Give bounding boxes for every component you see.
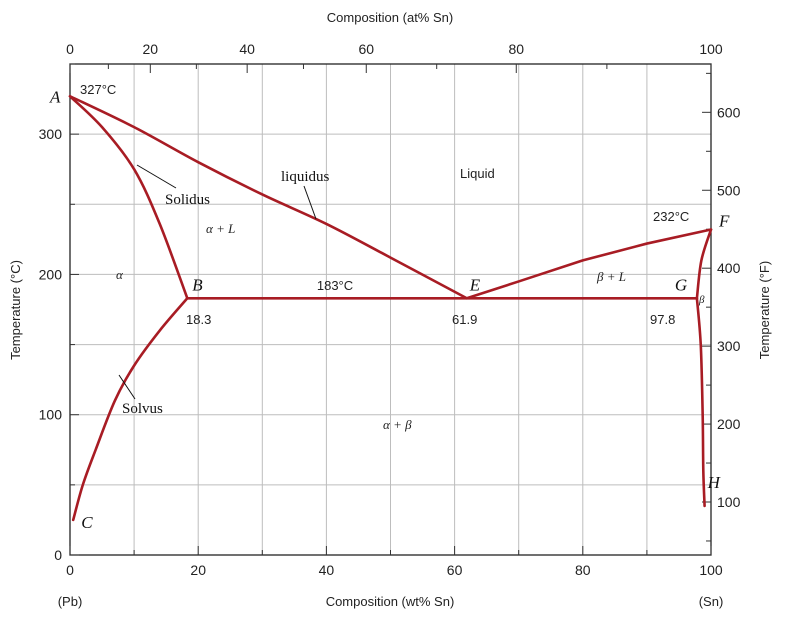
phase-beta: β: [698, 294, 705, 306]
top-axis-title: Composition (at% Sn): [327, 10, 453, 25]
point-label-h: H: [707, 473, 722, 492]
solidus-label: Solidus: [165, 192, 210, 208]
right-tick-label-600: 600: [717, 104, 741, 120]
top-tick-label-0: 0: [66, 41, 74, 57]
point-label-b: B: [192, 275, 203, 294]
point-label-e: E: [469, 275, 481, 294]
left-axis-title: Temperature (°C): [8, 260, 23, 360]
annotation-composition-g: 97.8: [650, 312, 675, 327]
top-tick-label-100: 100: [699, 41, 723, 57]
point-label-a: A: [49, 87, 61, 106]
bottom-axis-title: Composition (wt% Sn): [326, 594, 455, 609]
top-tick-label-40: 40: [239, 41, 255, 57]
phase-alpha: α: [116, 267, 124, 282]
right-axis-title: Temperature (°F): [757, 261, 772, 359]
left-tick-label-200: 200: [39, 266, 63, 282]
bottom-tick-label-60: 60: [447, 562, 463, 578]
top-tick-label-60: 60: [358, 41, 374, 57]
annotation-sn-melting: 232°C: [653, 209, 689, 224]
axis-ticks: [69, 63, 712, 556]
endpoint-label-pb: (Pb): [58, 594, 83, 609]
phase-alpha-liquid: α + L: [206, 221, 235, 236]
grid-lines: [70, 64, 711, 555]
curve-beta-solvus: [695, 296, 706, 508]
annotation-pb-melting: 327°C: [80, 82, 116, 97]
left-tick-label-0: 0: [54, 547, 62, 563]
point-label-f: F: [718, 212, 730, 231]
annotation-composition-b: 18.3: [186, 312, 211, 327]
liquidus-leader-line: [303, 185, 317, 220]
liquidus-label: liquidus: [281, 169, 330, 185]
solidus-leader-line: [136, 164, 177, 189]
solvus-leader-line: [118, 374, 136, 400]
phase-alpha-beta: α + β: [383, 417, 412, 432]
phase-liquid: Liquid: [460, 166, 495, 181]
annotation-composition-e: 61.9: [452, 312, 477, 327]
point-label-c: C: [81, 513, 93, 532]
curve-Solidus: [68, 94, 189, 300]
right-tick-label-200: 200: [717, 416, 741, 432]
bottom-tick-label-0: 0: [66, 562, 74, 578]
bottom-tick-label-40: 40: [319, 562, 335, 578]
bottom-tick-label-80: 80: [575, 562, 591, 578]
point-label-g: G: [675, 275, 687, 294]
phase-boundaries: [68, 94, 713, 522]
annotation-eutectic-temp: 183°C: [317, 278, 353, 293]
top-tick-label-80: 80: [508, 41, 524, 57]
bottom-tick-label-100: 100: [699, 562, 723, 578]
left-tick-label-100: 100: [39, 407, 63, 423]
right-tick-label-400: 400: [717, 260, 741, 276]
curve-liquidus: [68, 94, 713, 300]
curve-beta-solidus: [695, 228, 713, 300]
bottom-tick-label-20: 20: [190, 562, 206, 578]
right-tick-label-500: 500: [717, 182, 741, 198]
curve-Solvus: [71, 296, 189, 522]
right-tick-label-300: 300: [717, 338, 741, 354]
right-tick-label-100: 100: [717, 494, 741, 510]
left-tick-label-300: 300: [39, 126, 63, 142]
endpoint-label-sn: (Sn): [699, 594, 724, 609]
phase-beta-liquid: β + L: [596, 269, 626, 284]
solvus-label: Solvus: [122, 401, 163, 417]
chart-labels: Composition (at% Sn) Composition (wt% Sn…: [8, 10, 772, 609]
top-tick-label-20: 20: [143, 41, 159, 57]
